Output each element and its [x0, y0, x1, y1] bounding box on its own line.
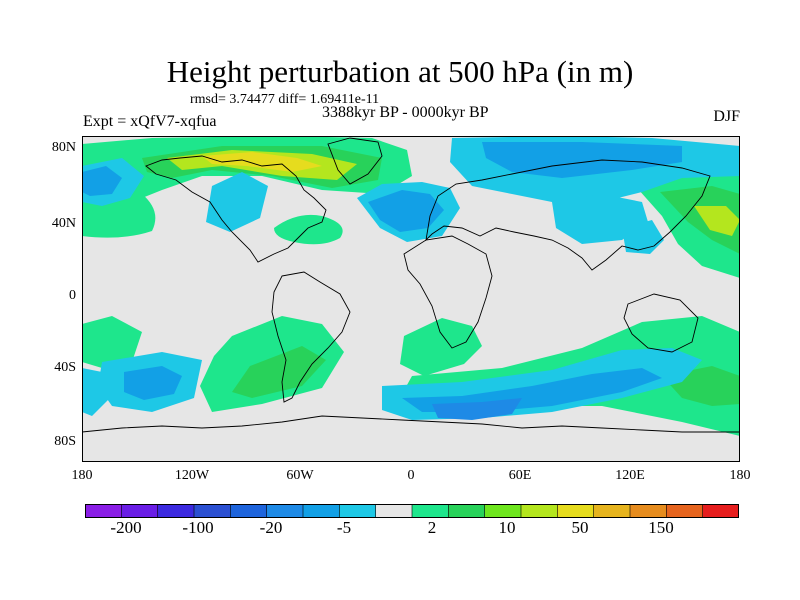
y-tick-40s: 40S	[54, 360, 76, 375]
map-frame	[82, 136, 740, 462]
x-tick-120e: 120E	[615, 468, 645, 483]
colorbar-cell	[193, 504, 231, 518]
stats-text: rmsd= 3.74477 diff= 1.69411e-11	[190, 92, 380, 107]
anomaly-south-indian-core	[402, 368, 662, 412]
x-tick-60w: 60W	[286, 468, 314, 483]
coast-africa-eurasia	[403, 159, 711, 349]
colorbar-cell	[230, 504, 268, 518]
colorbar-cell	[484, 504, 522, 518]
coast-antarctica	[82, 415, 740, 433]
colorbar-cell	[448, 504, 486, 518]
colorbar-label-neg5: -5	[336, 518, 352, 537]
anomaly-atlantic-40n	[274, 214, 343, 245]
anomaly-nw-pacific-peak	[694, 206, 740, 236]
coast-south-america	[271, 271, 351, 403]
colorbar-cell	[157, 504, 195, 518]
coastlines	[82, 137, 740, 433]
coast-greenland	[327, 137, 383, 185]
season-label: DJF	[713, 108, 740, 125]
anomaly-nw-pacific-negative	[622, 220, 664, 254]
colorbar-cell	[339, 504, 377, 518]
colorbar-cell	[85, 504, 122, 518]
x-tick-0: 0	[407, 468, 415, 483]
plot-title: Height perturbation at 500 hPa (in m)	[166, 54, 634, 89]
colorbar-cell	[411, 504, 449, 518]
anomaly-south-atlantic-core	[232, 346, 326, 398]
coast-australia	[623, 293, 699, 353]
colorbar-label-neg100: -100	[182, 518, 214, 537]
anomaly-south-pacific-core	[124, 366, 182, 400]
anomaly-tropical-pacific	[206, 172, 268, 232]
colorbar-cell	[121, 504, 159, 518]
y-tick-80s: 80S	[54, 434, 76, 449]
x-tick-120w: 120W	[174, 468, 210, 483]
colorbar-cell	[702, 504, 739, 518]
colorbar-label-neg20: -20	[259, 518, 283, 537]
anomaly-nw-pacific-core	[660, 186, 740, 254]
map-panel	[82, 136, 740, 462]
colorbar-label-2: 2	[427, 518, 437, 537]
colorbar	[85, 504, 739, 518]
colorbar-label-50: 50	[571, 518, 589, 537]
colorbar-label-10: 10	[498, 518, 516, 537]
colorbar-label-150: 150	[648, 518, 674, 537]
anomaly-north-atlantic-core	[368, 190, 444, 232]
colorbar-cell	[557, 504, 595, 518]
colorbar-label-neg200: -200	[110, 518, 142, 537]
experiment-label: Expt = xQfV7-xqfua	[83, 113, 217, 130]
coast-north-america	[145, 155, 327, 263]
y-tick-0: 0	[69, 288, 76, 303]
anomaly-southern-ocean-west	[82, 368, 110, 416]
colorbar-cell	[629, 504, 667, 518]
anomaly-southern-ocean-core	[432, 398, 522, 420]
anomaly-eurasia-core	[482, 142, 682, 178]
colorbar-cell	[266, 504, 304, 518]
colorbar-cell	[302, 504, 340, 518]
anomaly-canada-max	[202, 152, 322, 172]
colorbar-cell	[593, 504, 631, 518]
anomaly-sw-pacific	[82, 316, 142, 368]
x-tick-180e: 180	[729, 468, 751, 483]
x-tick-60e: 60E	[508, 468, 532, 483]
anomaly-south-africa	[400, 318, 482, 376]
colorbar-cell	[375, 504, 413, 518]
y-tick-40n: 40N	[51, 216, 76, 231]
antarctic-mask	[82, 436, 740, 462]
y-tick-80n: 80N	[51, 140, 76, 155]
anomaly-pacific-west-core	[82, 166, 122, 196]
colorbar-cell	[520, 504, 558, 518]
x-tick-180w: 180	[71, 468, 93, 483]
period-label: 3388kyr BP - 0000kyr BP	[322, 104, 489, 121]
colorbar-cell	[666, 504, 704, 518]
